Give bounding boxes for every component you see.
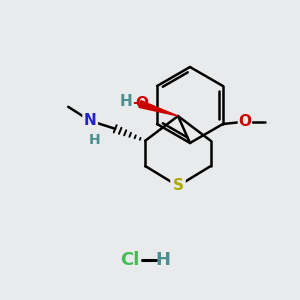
Text: N: N [84, 113, 97, 128]
Text: H: H [155, 251, 170, 269]
Text: S: S [172, 178, 184, 194]
Text: H: H [88, 133, 100, 147]
Text: O: O [238, 113, 251, 128]
Polygon shape [139, 101, 178, 116]
Text: Cl: Cl [120, 251, 140, 269]
Text: -: - [132, 95, 138, 110]
Text: O: O [136, 95, 148, 110]
Text: H: H [120, 94, 132, 109]
